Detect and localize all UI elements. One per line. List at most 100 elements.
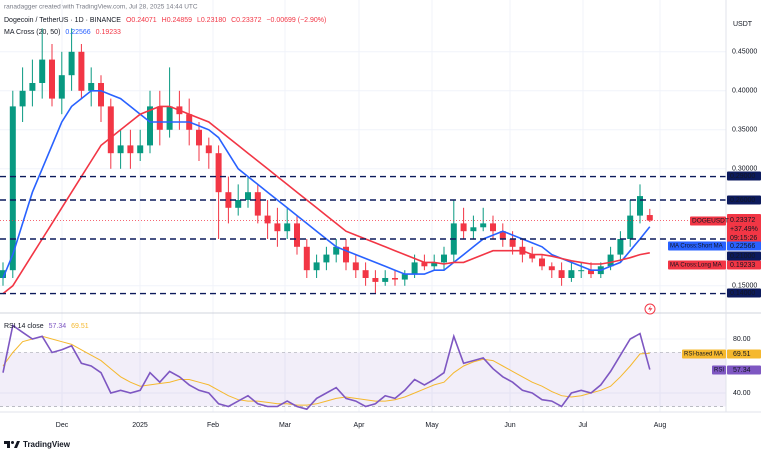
rsi-value-label: 57.34 xyxy=(733,367,751,374)
candle-body xyxy=(607,254,614,267)
rsi-tag-box xyxy=(712,365,726,375)
rsi-line xyxy=(2,335,650,406)
level-label-box xyxy=(727,251,761,261)
countdown: 09:15:26 xyxy=(730,235,757,242)
candle-body xyxy=(303,246,310,271)
candle-body xyxy=(284,223,291,232)
alert-icon xyxy=(644,303,656,315)
last-price-label: 0.23372 xyxy=(730,217,755,224)
y-tick-label: 0.45000 xyxy=(732,49,757,56)
candle-body xyxy=(58,75,65,99)
y-tick-label: 0.35000 xyxy=(732,127,757,134)
candle-body xyxy=(137,145,144,154)
symbol-legend: Dogecoin / TetherUS · 1D · BINANCE O0.24… xyxy=(4,17,326,24)
candle-body xyxy=(392,277,398,280)
candle-body xyxy=(147,106,153,146)
last-price-change: +37.49% xyxy=(730,226,758,233)
indicator-legend: MA Cross (20, 50) 0.22566 0.19233 xyxy=(4,29,121,36)
candle-body xyxy=(529,254,536,259)
x-tick-label: Mar xyxy=(279,422,292,429)
short-ma-value: 0.22566 xyxy=(65,29,90,36)
rsi-tick-label: 40.00 xyxy=(733,390,751,397)
candle-body xyxy=(362,270,369,278)
x-tick-label: Dec xyxy=(56,422,69,429)
ohlc-open: O0.24071 xyxy=(126,17,157,24)
last-price-box xyxy=(727,214,761,243)
candle-body xyxy=(19,90,26,107)
axis-labels: Dec 2025 Feb Mar Apr May Jun Jul Aug 0.15000 0.300… xyxy=(56,49,761,429)
candle-body xyxy=(627,215,634,239)
level-label: 0.21000 xyxy=(730,253,755,260)
level-label-box xyxy=(727,171,761,181)
grid xyxy=(0,0,726,412)
y-tick-label: 0.40000 xyxy=(732,88,757,95)
brand: TradingView xyxy=(23,440,71,449)
ma-tag-box xyxy=(668,241,726,251)
rsi-value-label: 69.51 xyxy=(733,351,751,358)
indicator-name: MA Cross (20, 50) xyxy=(4,29,60,36)
level-label-box xyxy=(727,288,761,298)
level-label: 0.29000 xyxy=(730,173,755,180)
ohlc-high: H0.24859 xyxy=(162,17,192,24)
candle-body xyxy=(539,258,545,267)
rsi-value-box xyxy=(727,365,761,375)
ohlc-low: L0.23180 xyxy=(197,17,226,24)
candle-body xyxy=(49,59,55,99)
brand-logo xyxy=(4,441,20,448)
rsi-value-box xyxy=(727,349,761,359)
candle-body xyxy=(127,145,134,154)
candle-body xyxy=(39,59,46,83)
symbol: Dogecoin / TetherUS · 1D · BINANCE xyxy=(4,17,121,24)
symbol-tag: DOGEUSDT xyxy=(692,218,729,225)
candle-body xyxy=(441,254,447,263)
ohlc-close: C0.23372 xyxy=(231,17,261,24)
rsi-tick-label: 80.00 xyxy=(733,336,751,343)
candle-body xyxy=(558,270,565,278)
candle-body xyxy=(294,223,300,247)
candle-body xyxy=(29,82,36,91)
candle-body xyxy=(509,238,516,247)
candle-body xyxy=(68,51,75,76)
candle-body xyxy=(107,106,114,154)
ma-tag-box xyxy=(668,260,726,270)
candle-body xyxy=(313,262,320,271)
ma-line xyxy=(2,105,650,295)
level-label: 0.14000 xyxy=(730,290,755,297)
candle-body xyxy=(254,192,261,216)
candle-body xyxy=(9,106,16,271)
candle-body xyxy=(480,223,487,228)
candle-body xyxy=(196,129,202,146)
x-tick-label: Jun xyxy=(504,422,515,429)
ma-tag: MA Cross:Short MA xyxy=(670,244,723,250)
symbol-tag-box xyxy=(690,216,726,226)
ma-line xyxy=(2,90,651,279)
long-ma-value: 0.19233 xyxy=(96,29,121,36)
candle-body xyxy=(637,196,643,216)
candle-body xyxy=(98,82,104,107)
level-label-box xyxy=(727,195,761,205)
candle-body xyxy=(156,106,163,130)
rsi-legend: RSI 14 close 57.34 69.51 xyxy=(4,323,89,330)
ma-value-label: 0.22566 xyxy=(730,243,755,250)
candle-body xyxy=(382,277,389,282)
ma-value-box xyxy=(727,260,761,270)
currency: USDT xyxy=(733,21,753,28)
candle-body xyxy=(215,153,222,193)
candle-body xyxy=(470,227,477,232)
candle-body xyxy=(617,238,624,255)
rsi-line xyxy=(2,324,651,411)
x-tick-label: Apr xyxy=(354,422,366,429)
rsi-tag-box xyxy=(682,349,726,359)
candle-body xyxy=(264,215,271,224)
candle-body xyxy=(568,270,575,278)
y-tick-label: 0.15000 xyxy=(732,283,757,290)
candle-body xyxy=(166,106,173,130)
candle-body xyxy=(401,274,408,280)
y-tick-label: 0.30000 xyxy=(732,166,757,173)
candle-body xyxy=(548,266,555,271)
ohlc-change: −0.00699 (−2.90%) xyxy=(266,17,326,24)
plot-area xyxy=(0,28,726,411)
